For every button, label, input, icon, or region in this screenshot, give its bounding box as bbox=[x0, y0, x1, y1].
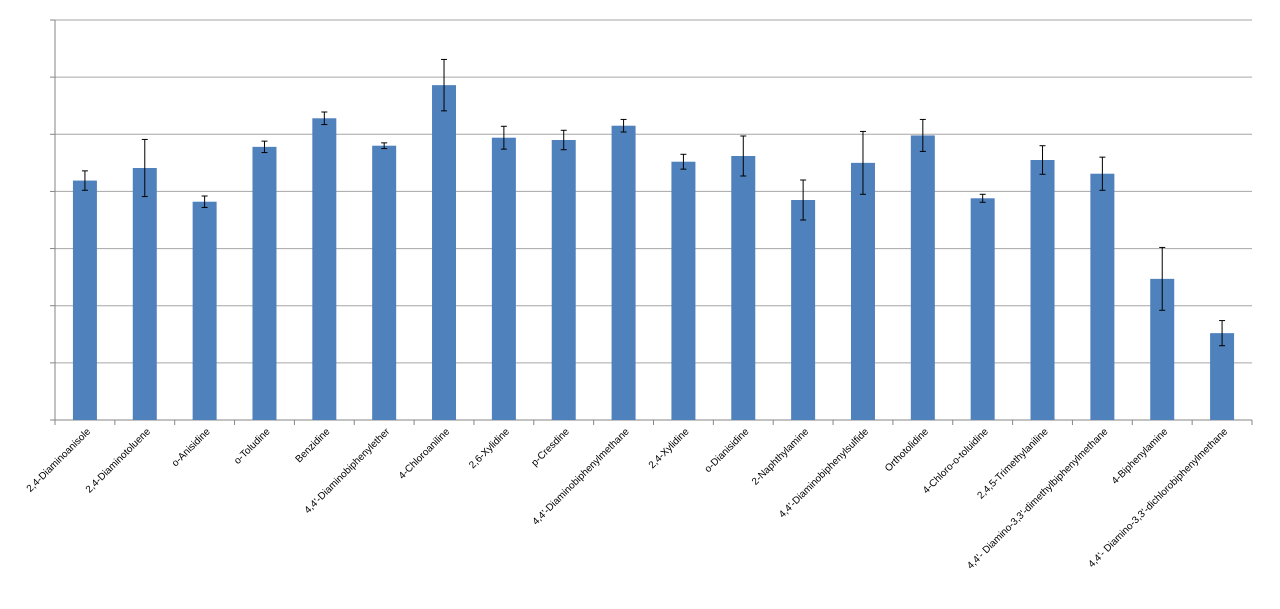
bar bbox=[312, 118, 337, 421]
x-tick-label: 2-Naphthylamine bbox=[750, 426, 812, 488]
bar bbox=[611, 125, 636, 420]
x-tick-label: 2,4-Xylidine bbox=[647, 426, 692, 471]
x-tick-label: 2,4-Diaminotoluene bbox=[84, 426, 153, 495]
bar bbox=[132, 168, 157, 420]
axes bbox=[50, 19, 1253, 425]
x-tick-label: Orthotolidine bbox=[883, 426, 931, 474]
x-tick-label: 2,4-Diaminoanisole bbox=[25, 426, 94, 495]
x-tick-label: o-Toludine bbox=[232, 426, 273, 467]
bar bbox=[731, 156, 756, 420]
bar bbox=[671, 161, 696, 420]
bar bbox=[372, 145, 397, 420]
x-tick-label: 2,6-Xylidine bbox=[467, 426, 512, 471]
x-tick-label: 4-Biphenylamine bbox=[1110, 426, 1171, 487]
bar bbox=[1030, 160, 1055, 420]
bar bbox=[432, 85, 457, 421]
x-tick-label: o-Anisidine bbox=[170, 426, 213, 469]
bar bbox=[970, 198, 995, 420]
bar bbox=[551, 140, 576, 420]
bar bbox=[192, 201, 217, 420]
x-tick-label: 4-Chloro-o-toluidine bbox=[921, 426, 991, 496]
bar bbox=[72, 180, 97, 420]
bar bbox=[1210, 333, 1235, 420]
error-bars bbox=[81, 58, 1226, 347]
x-tick-label: Benzidine bbox=[294, 426, 333, 465]
x-tick-label: 4,4'- Diamino-3,3'-dichlorobiphenylmetha… bbox=[1086, 426, 1230, 570]
x-tick-label: p-Cresdine bbox=[529, 426, 572, 469]
bar bbox=[252, 146, 277, 420]
bar bbox=[791, 200, 816, 420]
bar bbox=[1090, 173, 1115, 420]
x-tick-label: 4,4'-Diaminobiphenylmethane bbox=[531, 426, 632, 527]
x-tick-label: 4,4'- Diamino-3,3'-dimethylbiphenylmetha… bbox=[965, 426, 1111, 572]
gridlines bbox=[55, 19, 1252, 364]
bar bbox=[850, 162, 875, 420]
bar bbox=[910, 135, 935, 420]
bars bbox=[72, 85, 1235, 421]
x-tick-label: o-Dianisidine bbox=[703, 426, 752, 475]
bar bbox=[491, 137, 516, 420]
x-tick-label: 4-Chloroaniline bbox=[397, 426, 453, 482]
